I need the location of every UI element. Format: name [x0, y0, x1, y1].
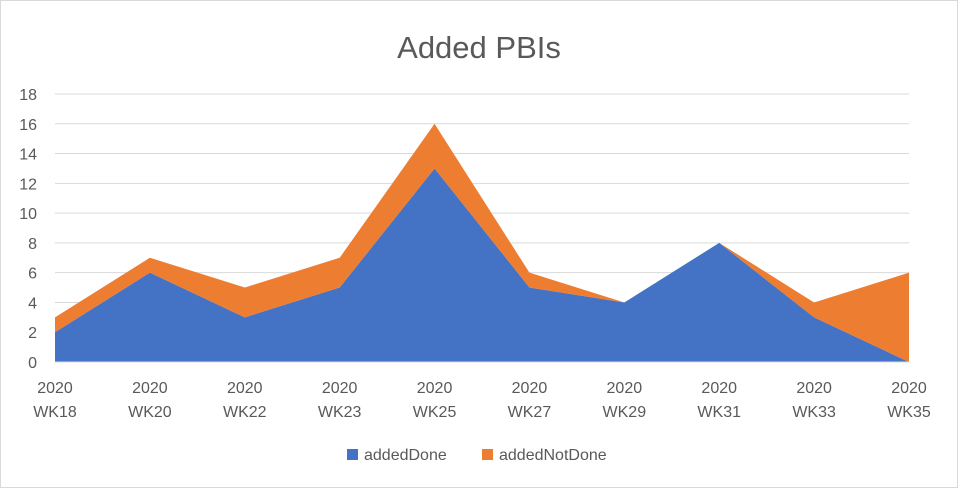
y-tick-label: 18 [19, 87, 37, 104]
x-tick-label: 2020 WK29 [603, 380, 647, 421]
x-tick-label: 2020 WK27 [508, 380, 552, 421]
x-tick-label: 2020 WK25 [413, 380, 457, 421]
area-addednotdone [55, 123, 909, 362]
x-tick-label: 2020 WK33 [792, 380, 836, 421]
y-tick-label: 6 [28, 266, 37, 283]
legend: addedDone addedNotDone [347, 447, 607, 464]
x-tick-label: 2020 WK31 [697, 380, 741, 421]
y-tick-label: 10 [19, 206, 37, 223]
y-tick-label: 12 [19, 176, 37, 193]
x-tick-label: 2020 WK23 [318, 380, 362, 421]
x-tick-label: 2020 WK35 [887, 380, 931, 421]
legend-swatch-addednotdone [482, 449, 493, 460]
axes: 0 2 4 6 8 10 12 14 16 18 2020 WK18 2020 WK20 2020 WK22 2… [19, 87, 931, 421]
legend-swatch-addeddone [347, 449, 358, 460]
y-tick-label: 0 [28, 355, 37, 372]
area-series [55, 123, 909, 362]
chart-title: Added PBIs [397, 30, 561, 65]
area-addeddone [55, 168, 909, 362]
y-tick-label: 14 [19, 147, 37, 164]
legend-label-addednotdone: addedNotDone [499, 447, 607, 464]
y-tick-label: 16 [19, 117, 37, 134]
y-tick-label: 4 [28, 295, 37, 312]
x-tick-label: 2020 WK20 [128, 380, 172, 421]
y-tick-label: 2 [28, 325, 37, 342]
legend-label-addeddone: addedDone [364, 447, 447, 464]
y-tick-label: 8 [28, 236, 37, 253]
x-tick-label: 2020 WK22 [223, 380, 267, 421]
x-tick-label: 2020 WK18 [33, 380, 77, 421]
